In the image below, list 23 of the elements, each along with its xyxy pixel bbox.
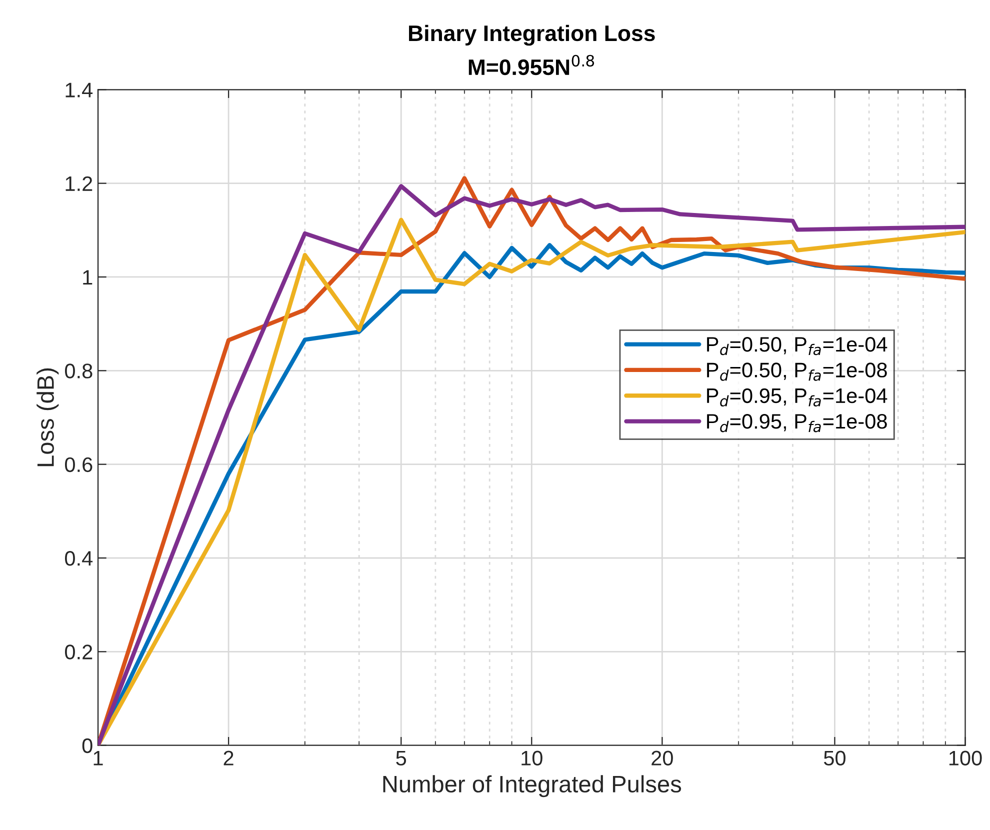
y-tick-label: 1 — [83, 270, 92, 285]
y-tick-label: 0 — [82, 738, 92, 754]
y-tick-label: 1.4 — [66, 82, 93, 98]
x-axis-title: Number of Integrated Pulses — [383, 775, 682, 798]
legend-label: P$_{d}$=0.95, P$_{fa}$=1e-08 — [707, 414, 887, 432]
y-tick-label: 0.4 — [65, 551, 93, 566]
x-tick-label: 2 — [224, 750, 234, 766]
y-tick-label: 0.2 — [65, 644, 92, 660]
x-tick-label: 20 — [652, 750, 673, 766]
x-tick-label: 10 — [522, 750, 542, 766]
y-tick-label: 0.6 — [65, 457, 92, 472]
x-tick-label: 1 — [94, 750, 103, 766]
y-axis-title: Loss (dB) — [36, 368, 59, 466]
y-tick-label: 1.2 — [66, 176, 92, 191]
legend-label: P$_{d}$=0.50, P$_{fa}$=1e-04 — [707, 337, 888, 356]
chart-title: Binary Integration Loss — [409, 24, 655, 46]
legend-label: P$_{d}$=0.95, P$_{fa}$=1e-04 — [707, 388, 888, 407]
x-tick-label: 100 — [949, 750, 982, 766]
x-tick-label: 5 — [396, 750, 406, 766]
x-tick-label: 50 — [824, 750, 846, 766]
legend-label: P$_{d}$=0.50, P$_{fa}$=1e-08 — [707, 362, 887, 381]
chart-subtitle: M=0.955N$^{0.8}$ — [468, 54, 594, 76]
y-tick-label: 0.8 — [65, 364, 92, 378]
